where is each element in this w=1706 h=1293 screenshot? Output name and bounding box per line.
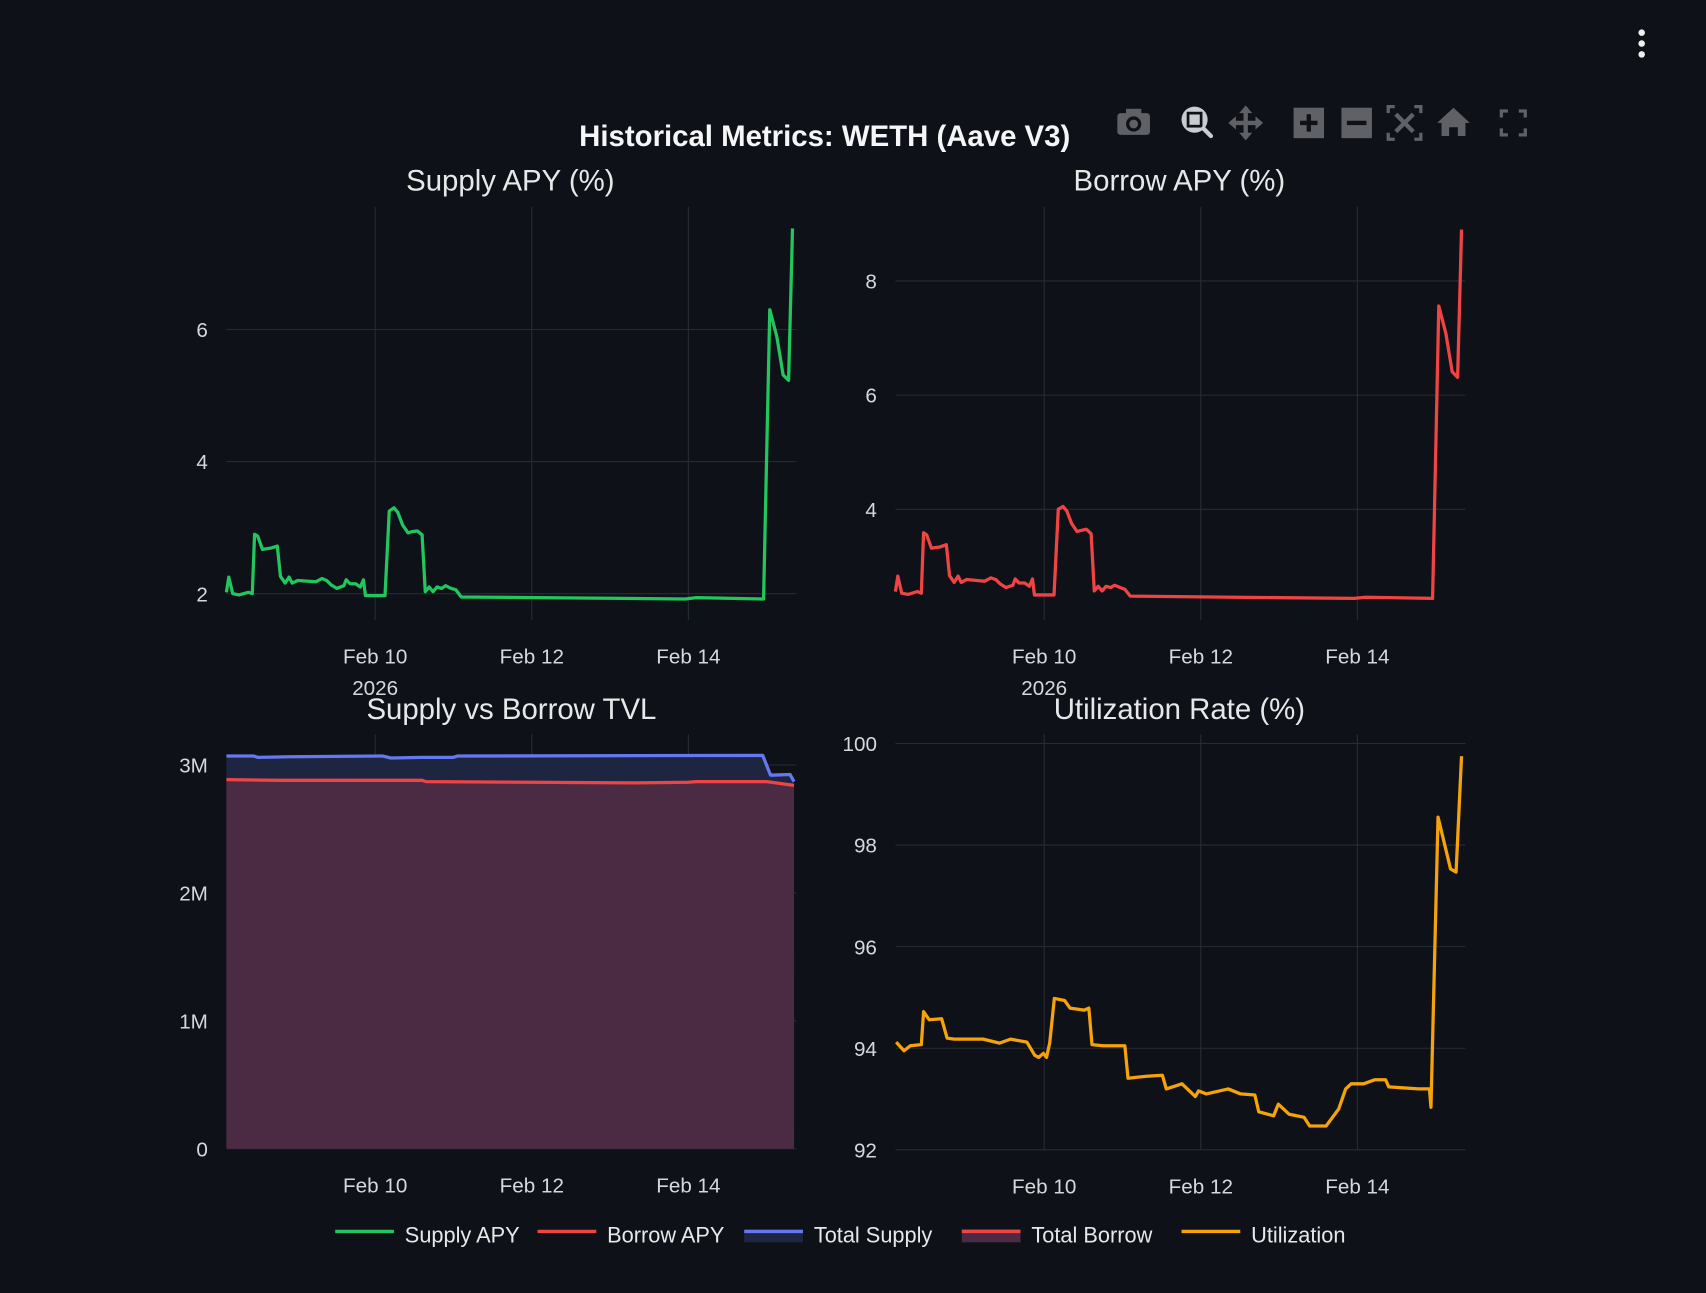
legend-item-supply-apy[interactable]: Supply APY [335,1222,520,1247]
total-borrow-area [226,779,795,1149]
x-tick-label: Feb 12 [1169,1175,1233,1198]
borrow-apy-line [893,229,1464,601]
subplot-title: Borrow APY (%) [1074,164,1286,197]
subplot-title: Supply vs Borrow TVL [366,693,656,726]
zoom-in-icon[interactable] [1293,107,1325,139]
x-tick-label: Feb 12 [500,1174,564,1197]
x-tick-label: Feb 10 [343,646,407,669]
x-tick-label: Feb 10 [1012,646,1076,669]
zoom-icon[interactable] [1181,106,1214,139]
y-tick-label: 92 [854,1139,877,1162]
subplot-utilization-rate: Utilization Rate (%) 92 94 96 98 100 Feb 10 Feb… [842,693,1466,1198]
figure-title: Historical Metrics: WETH (Aave V3) [579,120,1070,153]
autoscale-icon[interactable] [1386,104,1423,141]
y-tick-label: 4 [196,451,207,474]
pan-icon[interactable] [1228,105,1264,141]
legend-item-total-borrow[interactable]: Total Borrow [961,1222,1153,1247]
total-borrow-line [226,778,795,788]
subplot-supply-apy: Supply APY (%) 2 4 6 Feb 10 2026 Feb 12 Feb 14 [196,164,797,700]
subplot-title: Utilization Rate (%) [1054,693,1305,726]
legend-label: Total Borrow [1031,1222,1152,1247]
x-tick-year-label: 2026 [1021,677,1067,700]
y-tick-label: 6 [196,319,207,342]
utilization-line [894,756,1464,1128]
y-tick-label: 2M [179,883,208,906]
y-tick-label: 3M [179,755,208,778]
x-tick-label: Feb 10 [343,1174,407,1197]
legend-item-utilization[interactable]: Utilization [1181,1222,1346,1247]
y-tick-label: 1M [179,1010,208,1033]
legend-label: Borrow APY [607,1222,725,1247]
camera-icon[interactable] [1117,108,1150,135]
menu-button[interactable] [1638,29,1645,58]
y-tick-label: 8 [865,271,877,294]
x-tick-label: Feb 14 [1325,646,1389,669]
legend-item-total-supply[interactable]: Total Supply [744,1222,932,1247]
y-tick-label: 0 [196,1138,207,1161]
subplot-borrow-apy: Borrow APY (%) 4 6 8 Feb 10 2026 Feb 12 Feb 14 [865,164,1466,700]
fullscreen-icon[interactable] [1499,109,1527,137]
legend-label: Total Supply [814,1222,933,1247]
supply-apy-line [224,228,795,601]
y-tick-label: 94 [854,1038,877,1061]
reset-axes-home-icon[interactable] [1437,107,1470,136]
y-tick-label: 4 [865,499,877,522]
subplot-title: Supply APY (%) [406,164,614,197]
legend-label: Utilization [1251,1222,1345,1247]
y-tick-label: 2 [196,583,207,606]
x-tick-label: Feb 10 [1012,1175,1076,1198]
legend-label: Supply APY [405,1222,520,1247]
x-tick-label: Feb 14 [1325,1175,1389,1198]
modebar [1117,104,1527,141]
y-tick-label: 100 [842,733,876,756]
x-tick-label: Feb 12 [500,646,564,669]
y-tick-label: 96 [854,936,877,959]
x-tick-year-label: 2026 [352,677,398,700]
y-tick-label: 98 [854,835,877,858]
zoom-out-icon[interactable] [1341,107,1372,139]
x-tick-label: Feb 14 [656,1174,720,1197]
subplot-supply-vs-borrow-tvl: Supply vs Borrow TVL 0 1M 2M 3M Feb 10 Feb 12 F… [179,693,797,1197]
x-tick-label: Feb 12 [1169,646,1233,669]
x-tick-label: Feb 14 [656,646,720,669]
y-tick-label: 6 [865,385,877,408]
total-supply-line [226,753,796,783]
legend: Supply APY Borrow APY Total Supply Total Bo… [335,1222,1345,1247]
legend-item-borrow-apy[interactable]: Borrow APY [537,1222,725,1247]
